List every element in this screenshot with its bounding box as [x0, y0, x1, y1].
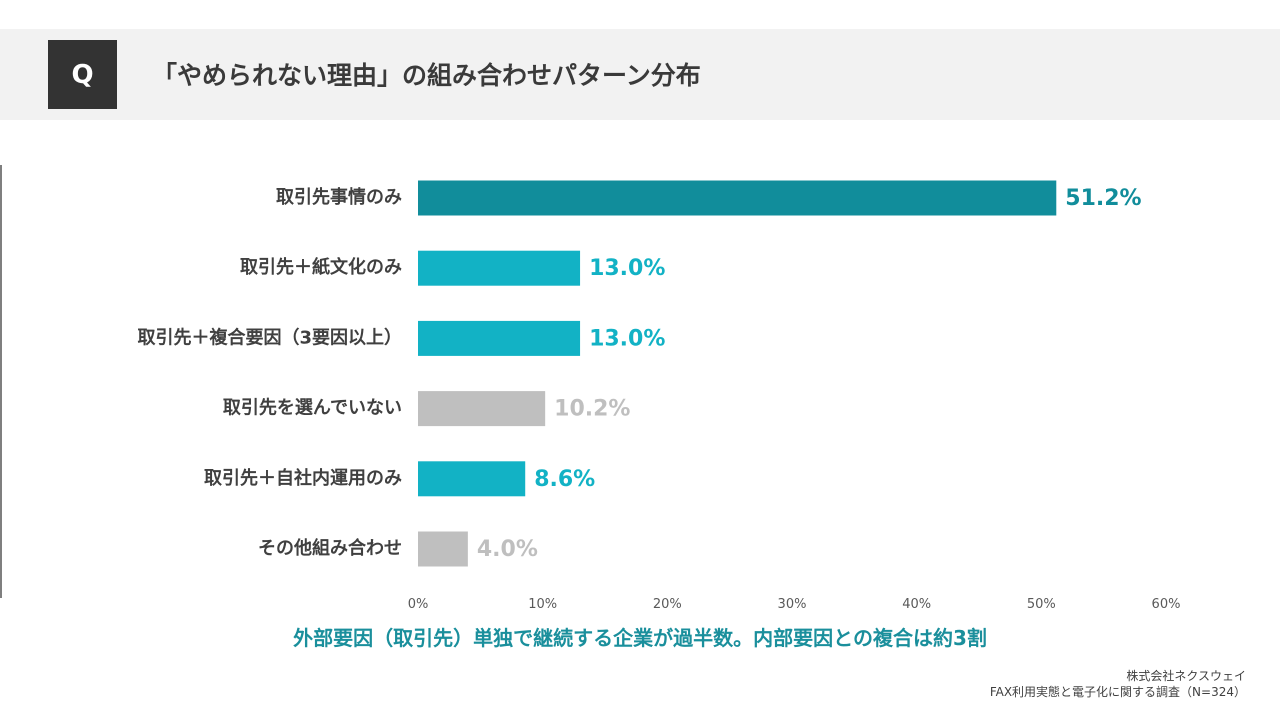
- data-label: 51.2%: [1065, 186, 1141, 211]
- x-tick-label: 10%: [528, 597, 557, 612]
- data-label: 13.0%: [589, 326, 665, 351]
- bar: [418, 250, 581, 286]
- source-company: 株式会社ネクスウェイ: [1126, 669, 1246, 683]
- page-title: 「やめられない理由」の組み合わせパターン分布: [152, 61, 701, 90]
- category-label: その他組み合わせ: [258, 537, 402, 559]
- data-label: 8.6%: [534, 467, 595, 492]
- chart-subtitle: 外部要因（取引先）単独で継続する企業が過半数。内部要因との複合は約3割: [293, 626, 987, 650]
- header-band: [0, 29, 1280, 120]
- data-label: 4.0%: [477, 537, 538, 562]
- category-label: 取引先を選んでいない: [223, 397, 402, 419]
- category-label: 取引先＋複合要因（3要因以上）: [137, 326, 402, 348]
- question-badge: Q: [48, 40, 117, 109]
- left-divider: [0, 165, 2, 598]
- x-tick-label: 60%: [1152, 597, 1181, 612]
- x-tick-label: 30%: [778, 597, 807, 612]
- bar: [418, 391, 546, 427]
- bar: [418, 180, 1057, 216]
- bar: [418, 320, 581, 356]
- x-tick-label: 20%: [653, 597, 682, 612]
- x-tick-label: 50%: [1027, 597, 1056, 612]
- x-tick-label: 0%: [408, 597, 429, 612]
- category-label: 取引先事情のみ: [276, 186, 402, 208]
- x-tick-label: 40%: [902, 597, 931, 612]
- category-label: 取引先＋紙文化のみ: [240, 256, 402, 278]
- category-label: 取引先＋自社内運用のみ: [204, 467, 402, 489]
- bar: [418, 531, 468, 567]
- source-survey: FAX利用実態と電子化に関する調査（N=324）: [989, 685, 1246, 699]
- data-label: 10.2%: [554, 397, 630, 422]
- data-label: 13.0%: [589, 256, 665, 281]
- bar: [418, 461, 526, 497]
